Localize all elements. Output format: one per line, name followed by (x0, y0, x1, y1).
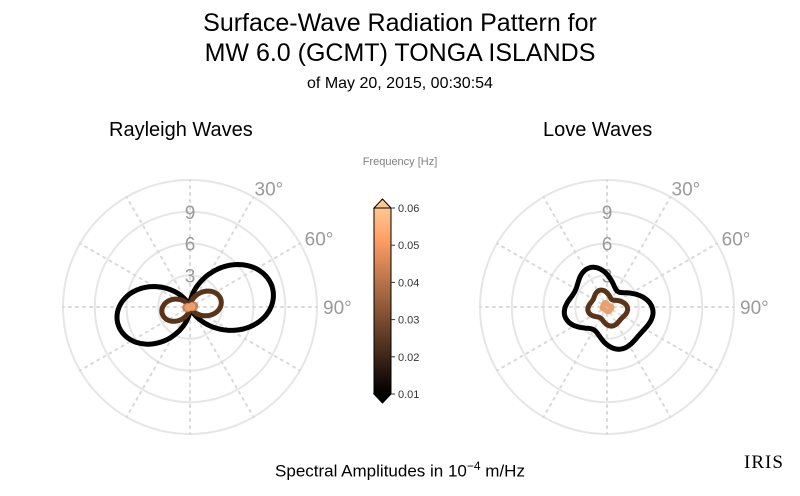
units-prefix: Spectral Amplitudes in 10 (275, 461, 467, 481)
love-grid-spoke (542, 306, 608, 418)
love-radial-tick-label: 9 (602, 203, 613, 224)
colorbar-tick-label: 0.04 (398, 277, 419, 289)
rayleigh-radial-tick-label: 6 (185, 235, 196, 256)
love-grid-ring (510, 210, 704, 404)
love-series-line-0.01 (561, 264, 656, 352)
rayleigh-polar-plot: 3 6 9 30° 60° 90° (62, 179, 352, 435)
rayleigh-radial-tick-label: 9 (185, 203, 196, 224)
rayleigh-angle-tick-label: 30° (255, 179, 284, 200)
iris-logo: IRIS (744, 452, 784, 473)
rayleigh-angle-tick-label: 60° (305, 230, 334, 251)
rayleigh-grid-spoke (189, 196, 255, 308)
chart-title: Surface-Wave Radiation Pattern for (203, 9, 597, 37)
units-exponent: −4 (466, 459, 481, 473)
colorbar-title: Frequency [Hz] (362, 156, 438, 168)
colorbar-min-extension (372, 393, 393, 404)
event-date: of May 20, 2015, 00:30:54 (307, 75, 493, 92)
colorbar-tick-label: 0.06 (398, 203, 419, 215)
love-panel-title: Love Waves (543, 119, 653, 141)
love-series-line-0.04 (599, 300, 615, 315)
love-radial-tick-label: 6 (602, 235, 613, 256)
rayleigh-angle-tick-label: 90° (323, 298, 352, 319)
love-angle-tick-label: 90° (740, 298, 769, 319)
rayleigh-grid-spoke (79, 242, 191, 308)
colorbar-tick-label: 0.02 (398, 352, 419, 364)
chart-subtitle: MW 6.0 (GCMT) TONGA ISLANDS (204, 39, 596, 67)
love-grid-spoke (606, 242, 718, 308)
colorbar-tick-label: 0.03 (398, 315, 419, 327)
love-grid-spoke (496, 242, 608, 308)
rayleigh-grid-spoke (125, 196, 191, 308)
colorbar-tick-label: 0.01 (398, 389, 419, 401)
colorbar-tick-label: 0.05 (398, 240, 419, 252)
units-suffix: m/Hz (480, 461, 525, 481)
love-series-line-0.02 (585, 287, 631, 329)
love-grid-spoke (496, 306, 608, 372)
rayleigh-grid-ring (93, 210, 287, 404)
rayleigh-series-line-0.04 (184, 302, 196, 311)
love-grid-spoke (542, 196, 608, 308)
rayleigh-radial-tick-label: 3 (185, 266, 196, 287)
colorbar-body (373, 207, 392, 395)
love-angle-tick-label: 60° (722, 230, 751, 251)
colorbar-max-extension (372, 198, 393, 209)
rayleigh-grid-spoke (189, 306, 255, 418)
rayleigh-panel-title: Rayleigh Waves (109, 119, 253, 141)
rayleigh-grid-spoke (125, 306, 191, 418)
rayleigh-grid-spoke (189, 242, 301, 308)
love-angle-tick-label: 30° (672, 179, 701, 200)
frequency-colorbar: 0.01 0.02 0.03 0.04 0.05 0.06 (372, 198, 419, 404)
rayleigh-grid-spoke (79, 306, 191, 372)
amplitude-units-label: Spectral Amplitudes in 10−4 m/Hz (0, 454, 800, 484)
